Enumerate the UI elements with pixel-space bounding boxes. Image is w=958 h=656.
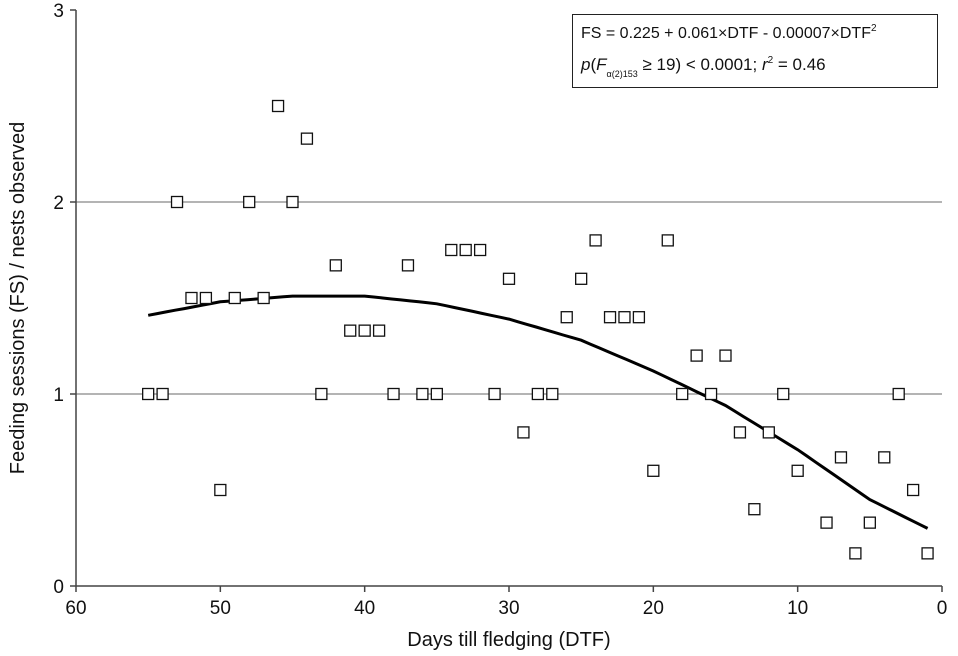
data-point <box>603 311 617 324</box>
data-point <box>878 451 891 464</box>
times-sign: × <box>718 25 728 42</box>
y-tick-label: 1 <box>53 385 64 406</box>
data-point <box>546 387 559 401</box>
data-point <box>329 259 342 272</box>
data-point <box>445 243 458 257</box>
data-point <box>906 483 920 497</box>
data-point <box>430 387 443 401</box>
data-point <box>863 516 876 529</box>
x-tick-label: 40 <box>354 598 375 619</box>
r-symbol: r <box>761 55 768 74</box>
data-point <box>344 324 357 337</box>
f-subscript: α(2)153 <box>606 69 638 79</box>
data-point <box>647 464 660 477</box>
data-point <box>228 291 241 305</box>
significance-rest: ≥ 19) < 0.0001; <box>642 55 762 74</box>
data-point <box>834 451 848 464</box>
data-point <box>257 291 270 305</box>
data-point <box>733 426 747 439</box>
data-point <box>892 387 905 401</box>
fit-curve <box>147 294 929 530</box>
data-point <box>416 387 429 401</box>
data-point <box>661 234 674 247</box>
data-point <box>372 324 386 337</box>
significance-line: p(Fα(2)153 ≥ 19) < 0.0001; r2 = 0.46 <box>581 55 826 79</box>
data-point <box>777 387 790 401</box>
data-point <box>502 272 516 285</box>
y-tick-labels: 0 1 2 3 <box>53 1 76 598</box>
data-point <box>849 547 862 560</box>
quadratic-term: - 0.00007 <box>758 25 831 42</box>
data-point <box>286 195 299 209</box>
data-point <box>401 259 415 272</box>
data-point <box>560 311 573 324</box>
equation-box: FS = 0.225 + 0.061×DTF - 0.00007×DTF2 p(… <box>572 14 938 88</box>
dtf-term-2: DTF <box>839 25 871 42</box>
data-point <box>719 349 732 362</box>
x-axis-title: Days till fledging (DTF) <box>407 629 610 651</box>
y-axis-title: Feeding sessions (FS) / nests observed <box>7 122 29 474</box>
exponent: 2 <box>870 23 877 34</box>
r-squared-value: = 0.46 <box>773 55 826 74</box>
data-point <box>517 426 530 439</box>
x-tick-label: 20 <box>643 598 664 619</box>
data-point <box>791 464 804 477</box>
data-point <box>748 503 761 516</box>
gridlines <box>76 201 942 395</box>
data-point <box>156 387 169 401</box>
data-point <box>170 195 184 209</box>
data-point <box>676 387 689 401</box>
dtf-term: DTF <box>727 25 759 42</box>
data-point <box>300 132 314 145</box>
data-point <box>459 243 472 257</box>
data-point <box>243 195 256 209</box>
equation-lhs: FS = 0.225 + 0.061 <box>581 25 718 42</box>
y-tick-label: 2 <box>53 193 64 214</box>
data-point <box>142 387 155 401</box>
data-point <box>589 234 602 247</box>
data-point <box>473 243 487 257</box>
data-point <box>199 291 213 305</box>
x-tick-label: 10 <box>787 598 808 619</box>
data-point <box>704 387 718 401</box>
equation-line: FS = 0.225 + 0.061×DTF - 0.00007×DTF2 <box>581 23 877 43</box>
data-point <box>921 547 934 560</box>
data-point <box>387 387 400 401</box>
x-tick-label: 60 <box>65 598 86 619</box>
f-symbol: F <box>596 55 607 74</box>
x-tick-label: 30 <box>498 598 519 619</box>
x-tick-labels: 60 50 40 30 20 10 0 <box>65 586 947 619</box>
data-point <box>575 272 588 285</box>
data-point <box>690 349 703 362</box>
y-tick-label: 3 <box>53 1 64 22</box>
data-point <box>820 516 833 529</box>
data-points <box>142 99 934 560</box>
r-exponent: 2 <box>767 55 774 66</box>
data-point <box>315 387 328 401</box>
data-point <box>214 483 227 497</box>
data-point <box>185 291 198 305</box>
data-point <box>488 387 501 401</box>
x-tick-label: 50 <box>210 598 231 619</box>
data-point <box>358 324 371 337</box>
data-point <box>271 99 285 113</box>
data-point <box>531 387 545 401</box>
x-tick-label: 0 <box>937 598 948 619</box>
data-point <box>762 426 775 439</box>
data-point <box>632 311 646 324</box>
p-symbol: p <box>581 55 591 74</box>
y-tick-label: 0 <box>53 577 64 598</box>
times-sign-2: × <box>830 25 840 42</box>
data-point <box>618 311 631 324</box>
